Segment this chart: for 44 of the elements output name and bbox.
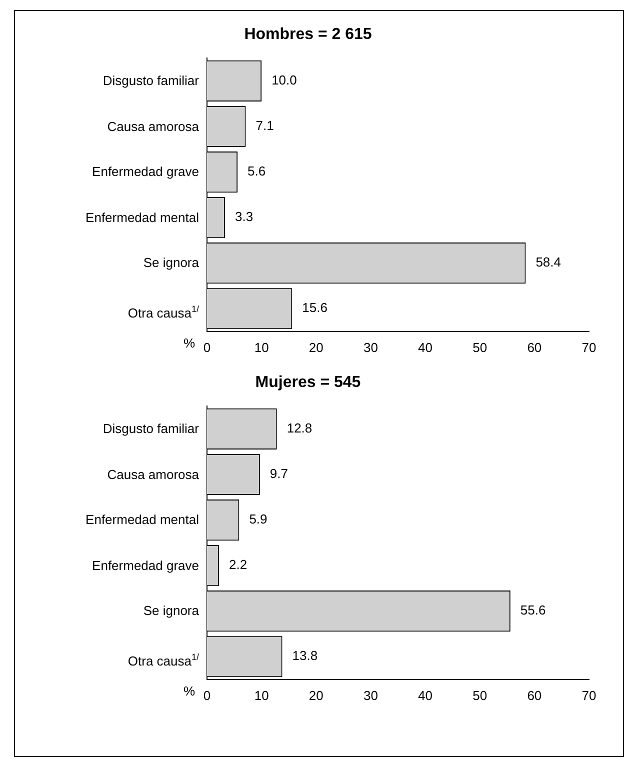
x-tick-label: 40 xyxy=(418,340,433,355)
y-tick-label: Enfermedad mental xyxy=(86,512,199,528)
x-tick-label: 40 xyxy=(418,688,433,703)
x-tick-label: 60 xyxy=(527,340,542,355)
y-tick-label: Se ignora xyxy=(143,603,199,620)
y-tick-label: Disgusto familiar xyxy=(102,72,199,89)
x-tick-label: 50 xyxy=(472,340,488,355)
x-axis-title: % xyxy=(183,335,196,350)
y-tick-label: Causa amorosa xyxy=(107,466,199,482)
data-label: 5.6 xyxy=(248,164,266,179)
x-tick-label: 50 xyxy=(472,688,488,703)
x-axis-title: % xyxy=(183,683,196,698)
x-tick-label: 70 xyxy=(582,340,596,355)
x-tick-label: 10 xyxy=(254,688,269,703)
data-label: 12.8 xyxy=(286,420,312,436)
data-label: 10.0 xyxy=(272,72,297,88)
x-tick-label: 30 xyxy=(363,688,378,703)
y-tick-label: Causa amorosa xyxy=(107,118,199,134)
y-tick-label: Enfermedad grave xyxy=(92,558,199,574)
y-tick-label: Se ignora xyxy=(143,255,199,272)
y-tick-label: Enfermedad mental xyxy=(86,210,199,226)
data-label: 13.8 xyxy=(292,648,318,664)
chart-title: Mujeres = 545 xyxy=(255,374,361,392)
x-tick-label: 20 xyxy=(308,688,324,703)
data-label: 2.2 xyxy=(229,557,248,572)
x-tick-label: 70 xyxy=(582,688,596,703)
y-tick-label: Otra causa$^{1/}$ xyxy=(128,302,199,321)
y-tick-label: Otra causa$^{1/}$ xyxy=(128,650,199,669)
data-label: 5.9 xyxy=(249,512,268,527)
data-label: 9.7 xyxy=(270,466,288,482)
x-tick-label: 30 xyxy=(363,340,378,355)
data-label: 58.4 xyxy=(536,254,562,270)
x-tick-label: 0 xyxy=(203,340,211,355)
data-label: 15.6 xyxy=(302,300,328,316)
data-label: 7.1 xyxy=(256,118,274,134)
data-label: 55.6 xyxy=(520,602,546,618)
x-tick-label: 60 xyxy=(527,688,542,703)
data-label: 3.3 xyxy=(235,209,254,224)
y-tick-label: Disgusto familiar xyxy=(102,420,199,437)
x-tick-label: 20 xyxy=(308,340,324,355)
y-tick-label: Enfermedad grave xyxy=(92,164,199,180)
x-tick-label: 0 xyxy=(203,688,211,703)
chart-title: Hombres = 2 615 xyxy=(244,26,372,44)
x-tick-label: 10 xyxy=(254,340,269,355)
